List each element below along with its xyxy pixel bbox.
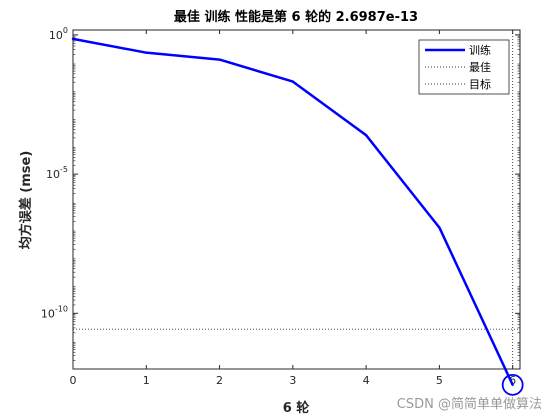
data-point xyxy=(438,226,441,229)
x-tick-label: 3 xyxy=(289,374,296,387)
x-tick-label: 1 xyxy=(143,374,150,387)
best-point-marker xyxy=(501,373,524,396)
y-tick-label: 100 xyxy=(49,26,68,42)
data-point xyxy=(145,51,148,54)
data-point xyxy=(511,383,514,387)
x-tick-label: 4 xyxy=(363,374,370,387)
chart-title: 最佳 训练 性能是第 6 轮的 2.6987e-13 xyxy=(174,9,418,25)
x-tick-label: 0 xyxy=(70,374,77,387)
legend-label-goal: 目标 xyxy=(469,77,491,91)
y-tick-label: 10-10 xyxy=(41,304,68,320)
x-tick-label: 2 xyxy=(216,374,223,387)
y-tick-label: 10-5 xyxy=(46,165,68,181)
watermark: CSDN @简简单单做算法 xyxy=(396,397,542,412)
y-axis-label: 均方误差 (mse) xyxy=(18,151,34,250)
data-point xyxy=(364,133,368,137)
legend-label-train: 训练 xyxy=(469,43,491,57)
legend-label-best: 最佳 xyxy=(469,60,491,74)
x-tick-label: 5 xyxy=(436,374,443,387)
legend: 训练 最佳 目标 xyxy=(418,39,510,95)
data-point xyxy=(291,80,295,83)
x-tick-label: 6 xyxy=(509,374,516,387)
x-axis-label: 6 轮 xyxy=(283,400,310,416)
data-point xyxy=(218,58,221,61)
data-point xyxy=(71,37,75,41)
